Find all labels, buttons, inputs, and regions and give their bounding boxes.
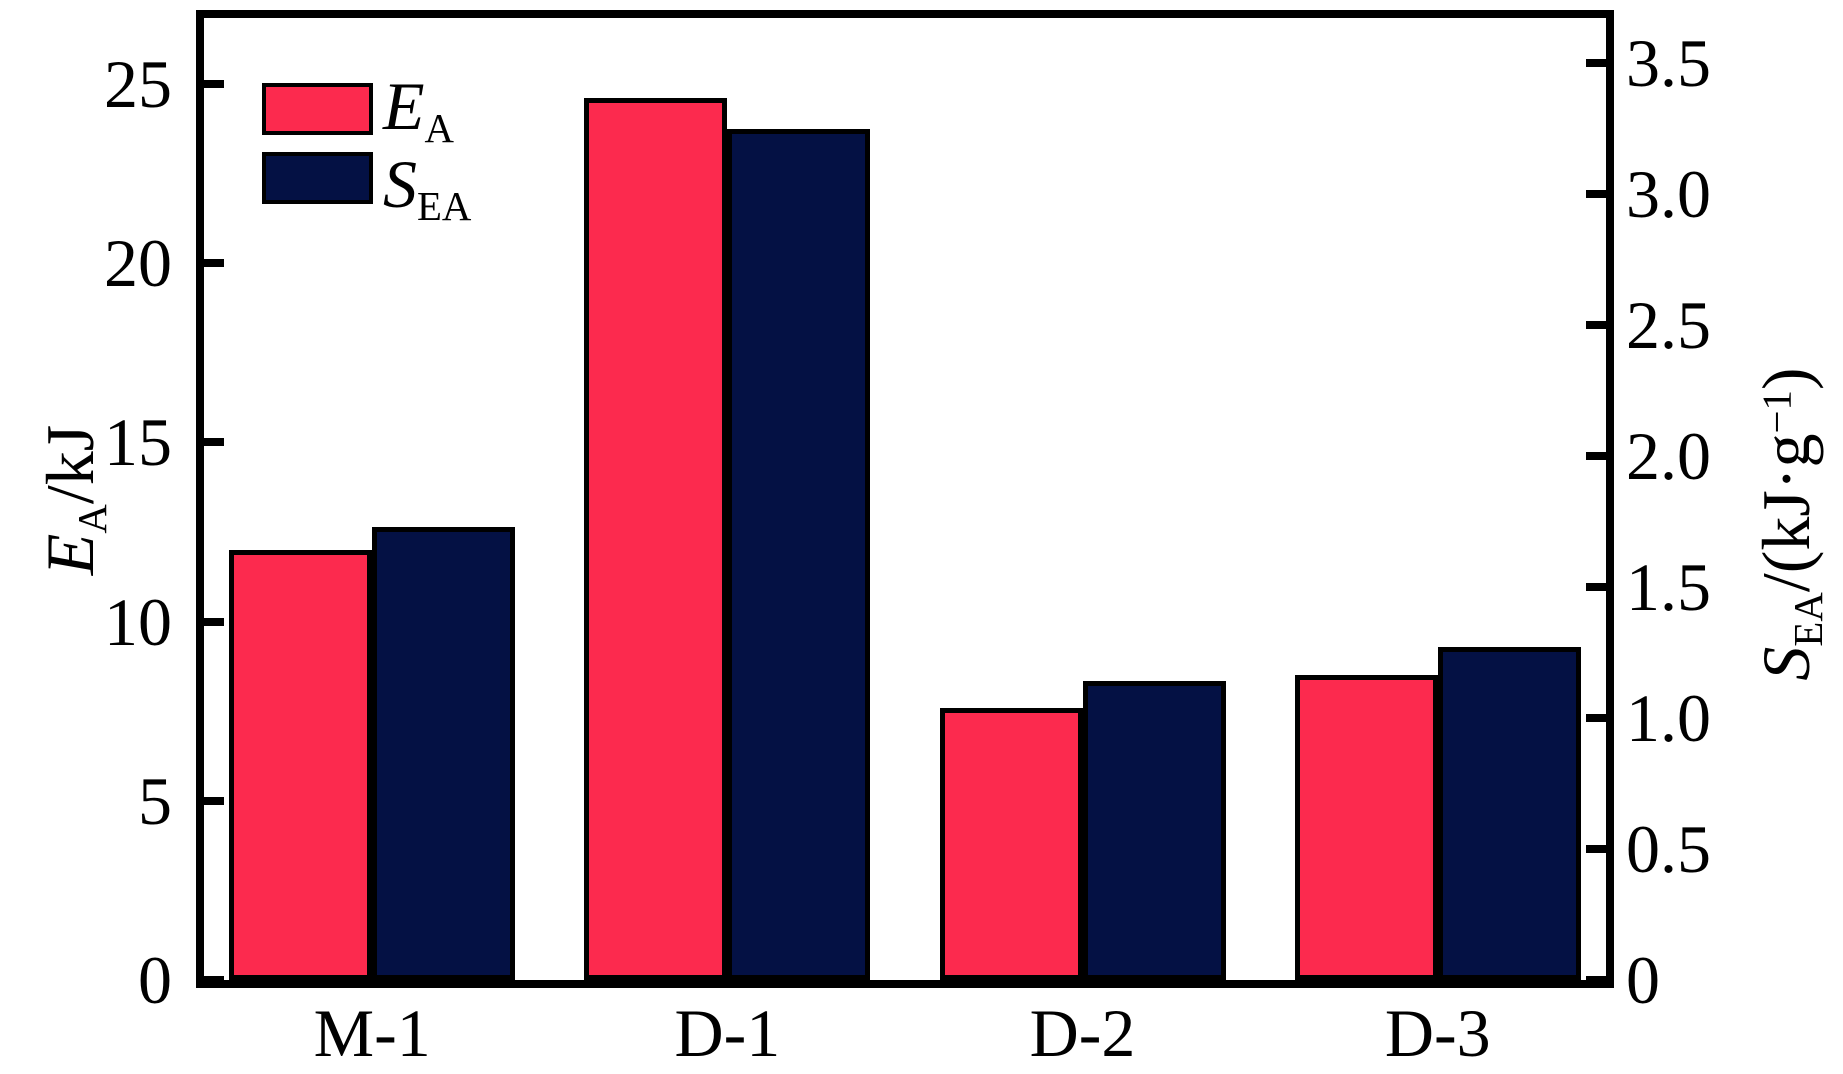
x-axis-label-d-3: D-3	[1384, 995, 1491, 1071]
left-axis-tick	[204, 259, 224, 268]
x-axis-label-d-1: D-1	[674, 995, 781, 1071]
legend-label-sea: SEA	[383, 146, 472, 230]
right-axis-tick	[1586, 190, 1606, 199]
legend-label-ea: EA	[383, 68, 455, 152]
left-axis-tick-label: 0	[138, 942, 172, 1018]
bar-sea-d-2	[1082, 681, 1226, 980]
left-axis-tick	[204, 796, 224, 805]
right-axis-tick-label: 0	[1626, 942, 1660, 1018]
left-axis-tick	[204, 617, 224, 626]
left-axis-tick	[204, 79, 224, 88]
left-axis-tick-label: 25	[104, 45, 172, 122]
right-axis-tick-label: 0.5	[1626, 811, 1711, 887]
right-axis-tick-label: 3.5	[1626, 25, 1711, 102]
bar-ea-d-1	[584, 98, 728, 980]
left-axis-tick	[204, 438, 224, 447]
right-axis-tick	[1586, 321, 1606, 330]
bar-ea-m-1	[229, 549, 373, 980]
right-axis-tick	[1586, 714, 1606, 723]
x-axis-label-m-1: M-1	[313, 995, 431, 1071]
legend-swatch-ea	[262, 83, 373, 135]
right-axis-tick-label: 1.5	[1626, 549, 1711, 626]
bar-sea-d-3	[1437, 647, 1581, 980]
right-axis-tick-label: 1.0	[1626, 680, 1711, 757]
right-axis-title: SEA/(kJ·g−1)	[1748, 367, 1832, 681]
bar-ea-d-2	[939, 707, 1083, 980]
right-axis-tick-label: 2.5	[1626, 287, 1711, 364]
right-axis-tick	[1586, 976, 1606, 984]
right-axis-tick	[1586, 59, 1606, 68]
right-axis-tick	[1586, 845, 1606, 853]
left-axis-title: EA/kJ	[32, 424, 116, 576]
left-axis-tick-label: 20	[104, 225, 172, 302]
left-axis-tick-label: 10	[104, 583, 172, 660]
left-axis-tick	[204, 976, 224, 984]
bar-ea-d-3	[1294, 675, 1438, 980]
legend-swatch-sea	[262, 152, 373, 204]
right-axis-tick	[1586, 452, 1606, 461]
bar-sea-d-1	[727, 128, 871, 980]
right-axis-tick-label: 3.0	[1626, 156, 1711, 233]
right-axis-tick-label: 2.0	[1626, 418, 1711, 495]
x-axis-label-d-2: D-2	[1029, 995, 1136, 1071]
left-axis-tick-label: 5	[138, 762, 172, 839]
bar-sea-m-1	[372, 526, 516, 980]
right-axis-tick	[1586, 583, 1606, 592]
left-axis-tick-label: 15	[104, 404, 172, 481]
